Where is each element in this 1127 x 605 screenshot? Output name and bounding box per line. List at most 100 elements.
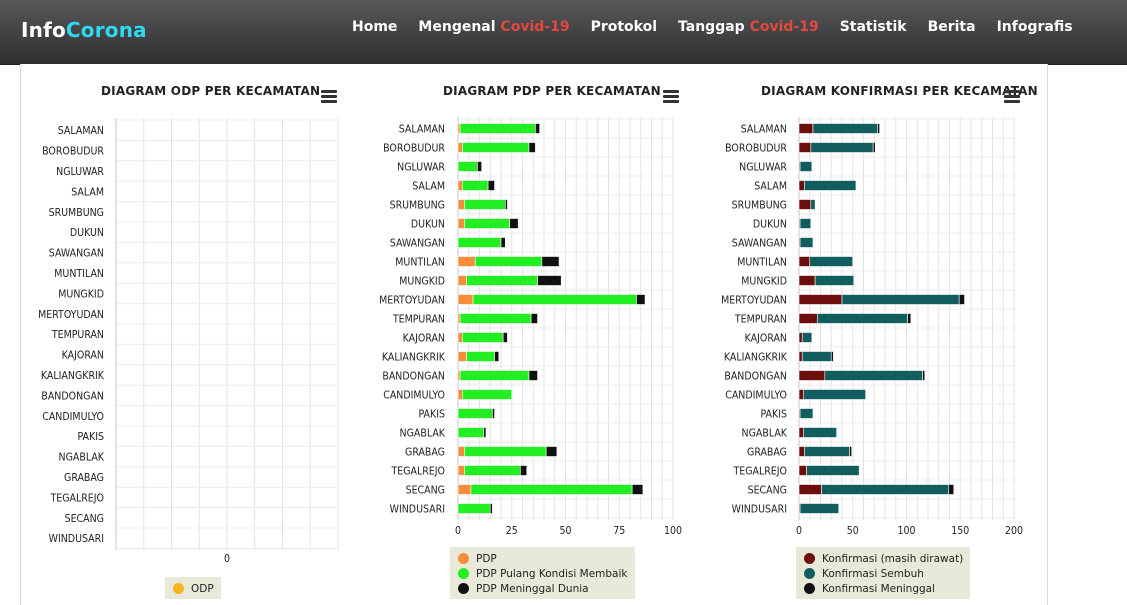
konfirmasi-bar-series0[interactable]	[798, 199, 812, 210]
legend-item-pdp-membaik[interactable]: PDP Pulang Kondisi Membaik	[458, 566, 628, 581]
pdp-bar-series0[interactable]	[457, 484, 472, 495]
pdp-bar-series0[interactable]	[457, 370, 461, 381]
pdp-bar-series1[interactable]	[459, 313, 532, 324]
konfirmasi-chart-menu-icon[interactable]	[1004, 90, 1020, 104]
pdp-bar-series1[interactable]	[466, 351, 495, 362]
pdp-bar-series2[interactable]	[636, 294, 646, 305]
pdp-bar-series1[interactable]	[462, 180, 489, 191]
nav-mengenal-covid[interactable]: Mengenal Covid-19	[418, 19, 569, 35]
pdp-bar-series1[interactable]	[464, 465, 521, 476]
konfirmasi-bar-series1[interactable]	[799, 237, 814, 248]
konfirmasi-bar-series1[interactable]	[806, 465, 860, 476]
konfirmasi-bar-series1[interactable]	[810, 142, 874, 153]
pdp-bar-series0[interactable]	[457, 123, 461, 134]
konfirmasi-bar-series2[interactable]	[922, 370, 926, 381]
konfirmasi-bar-series0[interactable]	[798, 294, 843, 305]
brand-logo[interactable]: InfoCorona	[21, 18, 147, 42]
pdp-bar-series1[interactable]	[459, 123, 536, 134]
konfirmasi-bar-series0[interactable]	[798, 351, 803, 362]
pdp-bar-series1[interactable]	[459, 370, 530, 381]
legend-item-pdp-meninggal[interactable]: PDP Meninggal Dunia	[458, 581, 628, 596]
konfirmasi-bar-series0[interactable]	[798, 256, 811, 267]
pdp-bar-series0[interactable]	[457, 389, 463, 400]
konfirmasi-bar-series0[interactable]	[798, 427, 804, 438]
pdp-bar-series2[interactable]	[545, 446, 558, 457]
konfirmasi-bar-series1[interactable]	[803, 389, 866, 400]
konfirmasi-bar-series0[interactable]	[798, 142, 812, 153]
pdp-bar-series0[interactable]	[457, 256, 476, 267]
konfirmasi-bar-series1[interactable]	[809, 256, 854, 267]
pdp-bar-series2[interactable]	[528, 142, 536, 153]
legend-item-konf-dirawat[interactable]: Konfirmasi (masih dirawat)	[804, 551, 963, 566]
konfirmasi-bar-series2[interactable]	[830, 351, 834, 362]
pdp-bar-series2[interactable]	[505, 199, 508, 210]
pdp-bar-series2[interactable]	[537, 275, 562, 286]
konfirmasi-bar-series0[interactable]	[798, 484, 822, 495]
pdp-bar-series0[interactable]	[457, 275, 467, 286]
konfirmasi-bar-series1[interactable]	[799, 408, 814, 419]
pdp-bar-series2[interactable]	[487, 180, 495, 191]
pdp-bar-series1[interactable]	[464, 218, 510, 229]
pdp-bar-series1[interactable]	[462, 332, 504, 343]
konfirmasi-bar-series1[interactable]	[841, 294, 960, 305]
nav-protokol[interactable]: Protokol	[591, 19, 657, 35]
pdp-bar-series2[interactable]	[541, 256, 560, 267]
konfirmasi-bar-series0[interactable]	[798, 123, 814, 134]
nav-tanggap-covid[interactable]: Tanggap Covid-19	[678, 19, 819, 35]
pdp-bar-series1[interactable]	[457, 161, 478, 172]
konfirmasi-bar-series1[interactable]	[816, 313, 908, 324]
pdp-bar-series0[interactable]	[457, 446, 465, 457]
odp-chart-menu-icon[interactable]	[321, 90, 337, 104]
pdp-bar-series1[interactable]	[472, 294, 637, 305]
konfirmasi-bar-series2[interactable]	[907, 313, 912, 324]
nav-berita[interactable]: Berita	[928, 19, 976, 35]
pdp-bar-series1[interactable]	[462, 142, 530, 153]
pdp-bar-series2[interactable]	[528, 370, 538, 381]
konfirmasi-bar-series0[interactable]	[798, 180, 805, 191]
konfirmasi-bar-series1[interactable]	[799, 161, 813, 172]
konfirmasi-bar-series1[interactable]	[804, 180, 857, 191]
pdp-bar-series2[interactable]	[530, 313, 538, 324]
konfirmasi-bar-series1[interactable]	[804, 446, 850, 457]
pdp-bar-series2[interactable]	[494, 351, 500, 362]
pdp-bar-series0[interactable]	[457, 142, 463, 153]
pdp-bar-series0[interactable]	[457, 313, 461, 324]
pdp-bar-series0[interactable]	[457, 218, 465, 229]
pdp-bar-series0[interactable]	[457, 465, 465, 476]
pdp-bar-series2[interactable]	[502, 332, 508, 343]
nav-statistik[interactable]: Statistik	[840, 19, 907, 35]
konfirmasi-bar-series0[interactable]	[798, 313, 818, 324]
pdp-bar-series2[interactable]	[477, 161, 482, 172]
pdp-bar-series2[interactable]	[492, 408, 495, 419]
konfirmasi-bar-series1[interactable]	[810, 199, 816, 210]
konfirmasi-bar-series1[interactable]	[799, 503, 840, 514]
pdp-bar-series2[interactable]	[520, 465, 528, 476]
pdp-bar-series1[interactable]	[466, 275, 538, 286]
pdp-bar-series2[interactable]	[509, 218, 519, 229]
pdp-bar-series1[interactable]	[464, 446, 547, 457]
pdp-bar-series1[interactable]	[457, 427, 485, 438]
legend-item-pdp[interactable]: PDP	[458, 551, 628, 566]
pdp-bar-series2[interactable]	[535, 123, 540, 134]
pdp-bar-series0[interactable]	[457, 351, 467, 362]
konfirmasi-bar-series0[interactable]	[798, 332, 803, 343]
konfirmasi-bar-series2[interactable]	[958, 294, 965, 305]
pdp-bar-series2[interactable]	[483, 427, 487, 438]
pdp-bar-series2[interactable]	[631, 484, 644, 495]
pdp-bar-series1[interactable]	[470, 484, 633, 495]
pdp-bar-series1[interactable]	[457, 237, 502, 248]
nav-infografis[interactable]: Infografis	[997, 19, 1073, 35]
legend-item-konf-sembuh[interactable]: Konfirmasi Sembuh	[804, 566, 963, 581]
konfirmasi-bar-series1[interactable]	[799, 218, 812, 229]
konfirmasi-bar-series1[interactable]	[824, 370, 923, 381]
pdp-bar-series0[interactable]	[457, 294, 474, 305]
pdp-bar-series1[interactable]	[464, 199, 506, 210]
legend-item-odp[interactable]: ODP	[173, 581, 214, 596]
konfirmasi-bar-series0[interactable]	[798, 446, 805, 457]
pdp-bar-series1[interactable]	[457, 408, 493, 419]
legend-item-konf-meninggal[interactable]: Konfirmasi Meninggal	[804, 581, 963, 596]
pdp-bar-series1[interactable]	[457, 503, 491, 514]
konfirmasi-bar-series1[interactable]	[812, 123, 878, 134]
konfirmasi-bar-series2[interactable]	[877, 123, 880, 134]
konfirmasi-bar-series1[interactable]	[803, 427, 837, 438]
